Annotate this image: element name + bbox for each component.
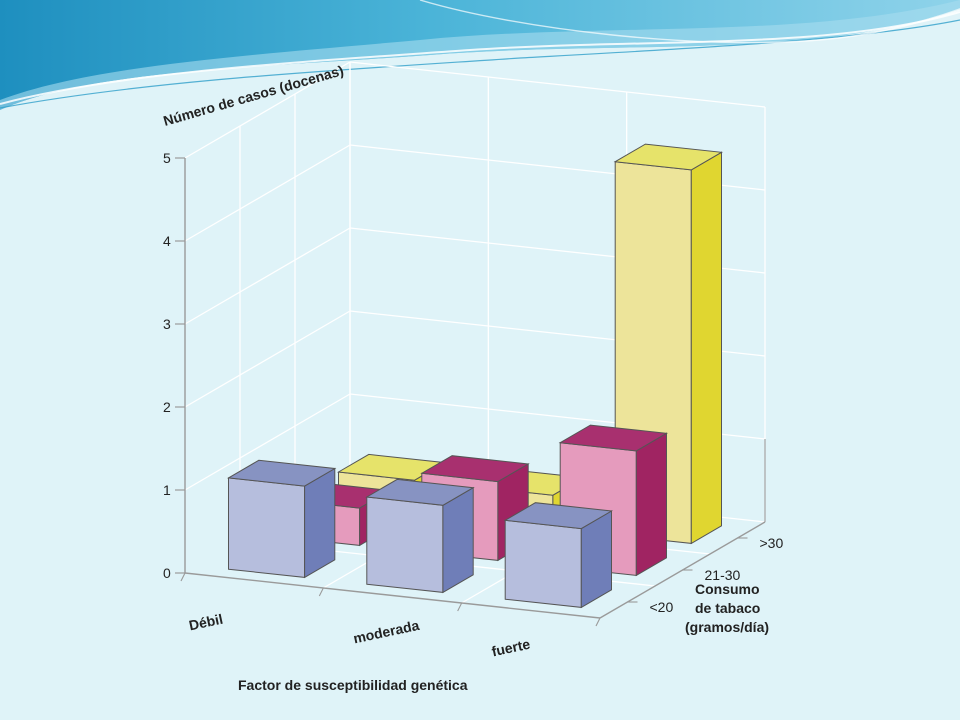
z-tick-label: >30 — [760, 535, 784, 551]
y-tick-label: 2 — [163, 399, 171, 415]
bar-top — [365, 478, 475, 506]
bar-side — [635, 432, 667, 577]
x-axis-title: Factor de susceptibilidad genética — [238, 677, 468, 693]
bar-side — [304, 467, 336, 579]
grid-line-left — [184, 393, 351, 491]
bar-top — [420, 455, 530, 483]
y-tick-label: 4 — [163, 233, 171, 249]
bar — [365, 478, 475, 594]
y-tick-label: 1 — [163, 482, 171, 498]
bar-front — [228, 477, 306, 578]
bar-front — [366, 496, 444, 593]
bar-top — [226, 459, 337, 487]
x-tick-label: fuerte — [490, 636, 532, 660]
z-tick-label: 21-30 — [705, 567, 741, 583]
y-tick-label: 5 — [163, 150, 171, 166]
x-tick-mark — [457, 602, 463, 612]
bar-side — [690, 151, 722, 545]
header-wave-decoration — [0, 0, 960, 110]
z-tick-label: <20 — [650, 599, 674, 615]
bar — [503, 502, 614, 609]
bar-front — [504, 519, 582, 608]
y-tick-label: 3 — [163, 316, 171, 332]
x-tick-mark — [318, 587, 324, 597]
grid-line-left — [184, 61, 351, 159]
bar-top — [558, 424, 669, 452]
x-tick-label: Débil — [187, 611, 224, 634]
bar — [226, 459, 337, 579]
grid-line-left — [184, 144, 351, 242]
x-tick-mark — [180, 572, 186, 582]
x-axis-line — [184, 572, 601, 619]
x-tick-mark — [595, 617, 601, 627]
grid-line-left — [184, 310, 351, 408]
x-tick-label: moderada — [352, 617, 421, 647]
grid-line-back — [349, 61, 766, 108]
bar-side — [442, 486, 474, 594]
y-tick-label: 0 — [163, 565, 171, 581]
bar — [558, 424, 669, 577]
grid-line-left — [184, 227, 351, 325]
bar-top — [503, 502, 614, 530]
chart-bars — [226, 143, 724, 609]
z-axis-title-line3: (gramos/día) — [685, 619, 769, 635]
z-axis-title-line1: Consumo — [695, 581, 760, 597]
bar-top — [613, 143, 724, 171]
z-axis-title-line2: de tabaco — [695, 600, 760, 616]
